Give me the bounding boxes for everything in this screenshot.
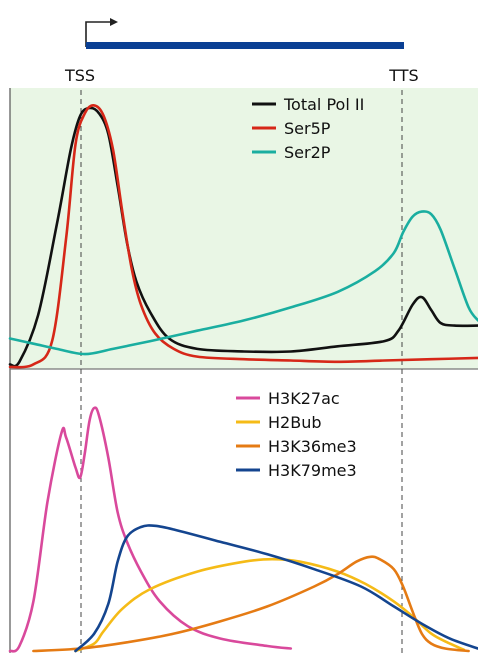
- histone-legend: H3K27ac H2Bub H3K36me3 H3K79me3: [236, 389, 357, 480]
- series-line-h3k36me3: [32, 555, 470, 653]
- gene-body-bar: [86, 42, 404, 49]
- pol2-legend: Total Pol II Ser5P Ser2P: [252, 95, 364, 162]
- series-line-total-pol-ii: [8, 106, 478, 368]
- pol2-curves: [8, 104, 478, 369]
- tss-label: TSS: [64, 66, 95, 85]
- legend-label-h2bub: H2Bub: [268, 413, 321, 432]
- legend-label-total-pol-ii: Total Pol II: [283, 95, 364, 114]
- series-line-h3k79me3: [74, 524, 478, 653]
- legend-label-ser2p: Ser2P: [284, 143, 331, 162]
- transcription-start-arrow-icon: [85, 18, 118, 47]
- legend-label-h3k79me3: H3K79me3: [268, 461, 357, 480]
- histone-curves: [8, 406, 478, 653]
- legend-label-h3k36me3: H3K36me3: [268, 437, 357, 456]
- series-line-ser5p: [8, 104, 478, 369]
- pol2-panel-background: [10, 88, 478, 369]
- series-line-ser2p: [8, 210, 478, 356]
- legend-label-ser5p: Ser5P: [284, 119, 331, 138]
- legend-label-h3k27ac: H3K27ac: [268, 389, 340, 408]
- gene-diagram: TSS TTS: [64, 18, 419, 85]
- series-line-h3k27ac: [8, 406, 293, 653]
- histone-panel-background: [10, 369, 478, 653]
- tts-label: TTS: [388, 66, 418, 85]
